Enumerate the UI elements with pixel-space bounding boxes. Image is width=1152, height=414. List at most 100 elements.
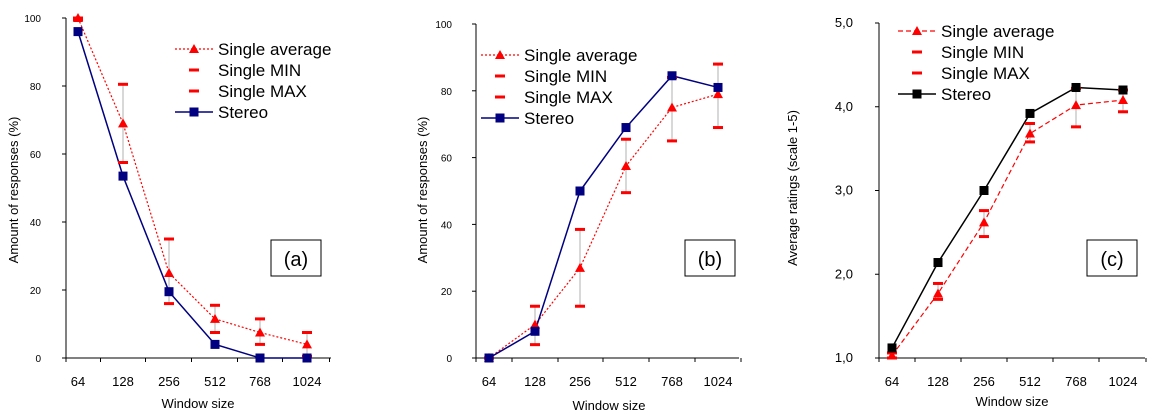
single-min-marker — [164, 302, 174, 306]
x-tick-label: 768 — [661, 374, 683, 389]
legend-swatch-marker — [189, 44, 199, 53]
legend-label: Single MIN — [218, 61, 301, 80]
series-line-single-average — [488, 93, 719, 359]
legend-swatch-marker — [495, 113, 505, 123]
y-tick-label: 40 — [30, 218, 42, 229]
legend-label: Single MAX — [524, 88, 613, 107]
x-tick-label: 256 — [158, 374, 180, 389]
series-line-stereo — [891, 86, 1124, 349]
stereo-marker — [933, 258, 943, 268]
y-tick-label: 80 — [441, 87, 453, 98]
x-axis-title: Window size — [162, 396, 235, 411]
x-tick-label: 64 — [885, 374, 899, 389]
y-tick-label: 2,0 — [835, 266, 853, 281]
y-axis-title: Amount of responses (%) — [415, 117, 430, 264]
stereo-marker — [575, 186, 585, 196]
stereo-marker — [164, 287, 174, 297]
y-tick-label: 20 — [30, 286, 42, 297]
y-tick-label: 60 — [441, 154, 453, 165]
legend-label: Stereo — [218, 103, 268, 122]
x-axis-title: Window size — [976, 394, 1049, 409]
single-max-marker — [210, 303, 220, 307]
single-max-marker — [255, 317, 265, 321]
single-average-marker — [73, 13, 83, 22]
single-max-marker — [118, 82, 128, 86]
single-average-marker — [1025, 128, 1035, 138]
legend-swatch-marker — [495, 50, 505, 59]
x-tick-label: 768 — [249, 374, 271, 389]
legend-label: Stereo — [941, 85, 991, 104]
stereo-marker — [713, 82, 723, 92]
legend: Single average Single MIN Single MAX Stereo — [481, 46, 637, 128]
y-tick-label: 4,0 — [835, 99, 853, 114]
x-tick-label: 768 — [1065, 374, 1087, 389]
legend-swatch-marker — [912, 50, 922, 54]
single-min-marker — [979, 235, 989, 239]
x-tick-label: 128 — [927, 374, 949, 389]
panel-label: (a) — [284, 249, 308, 271]
stereo-marker — [210, 339, 220, 349]
y-tick-label: 40 — [441, 220, 453, 231]
single-average-marker — [887, 350, 897, 360]
stereo-marker — [118, 171, 128, 181]
legend-label: Single average — [218, 40, 331, 59]
stereo-marker — [530, 326, 540, 336]
single-average-marker — [933, 288, 943, 298]
single-min-marker — [530, 343, 540, 347]
single-min-marker — [1118, 110, 1128, 114]
single-max-marker — [713, 62, 723, 66]
x-tick-label: 512 — [1019, 374, 1041, 389]
panel-label: (c) — [1100, 249, 1123, 271]
y-tick-label: 100 — [24, 14, 41, 25]
y-tick-label: 1,0 — [835, 350, 853, 365]
single-average-marker — [1118, 95, 1128, 105]
legend-label: Single average — [524, 46, 637, 65]
single-average-marker — [164, 268, 174, 277]
y-tick-label: 0 — [446, 354, 452, 365]
series-line-stereo — [488, 74, 719, 359]
stereo-marker — [621, 123, 631, 133]
chart-panel-a: 0 20 40 60 80 100 64 128 256 512 768 1024 Window siz… — [6, 13, 331, 411]
x-tick-label: 256 — [569, 374, 591, 389]
single-min-marker — [667, 139, 677, 143]
legend-swatch-marker — [912, 89, 922, 99]
y-tick-label: 0 — [35, 354, 41, 365]
single-min-marker — [713, 126, 723, 130]
single-min-marker — [255, 342, 265, 346]
single-min-marker — [118, 161, 128, 164]
x-tick-label: 512 — [204, 374, 226, 389]
stereo-marker — [887, 343, 897, 353]
legend-swatch-marker — [189, 89, 199, 93]
y-tick-label: 60 — [30, 150, 42, 161]
single-average-marker — [302, 339, 312, 349]
single-max-marker — [979, 209, 989, 213]
legend-swatch-marker — [912, 26, 922, 35]
chart-panel-b: 0 20 40 60 80 100 64 128 256 512 768 1024 Window siz… — [415, 20, 742, 413]
y-tick-label: 5,0 — [835, 15, 853, 30]
single-average-marker — [979, 217, 989, 227]
stereo-marker — [255, 353, 265, 363]
single-min-marker — [621, 191, 631, 195]
chart-panel-c: 1,0 2,0 3,0 4,0 5,0 64 128 256 512 768 1024 Window … — [785, 15, 1147, 409]
panel-label: (b) — [698, 249, 722, 271]
single-max-marker — [164, 237, 174, 241]
stereo-marker — [979, 186, 989, 195]
single-max-marker — [933, 281, 943, 285]
single-average-marker — [1071, 100, 1081, 110]
x-tick-label: 1024 — [704, 374, 733, 389]
y-tick-label: 3,0 — [835, 183, 853, 198]
x-tick-label: 64 — [482, 374, 496, 389]
legend-swatch-marker — [189, 68, 199, 72]
legend-label: Single average — [941, 22, 1054, 41]
single-average-marker — [255, 327, 265, 337]
x-tick-label: 64 — [71, 374, 85, 389]
legend-label: Stereo — [524, 109, 574, 128]
legend-label: Single MIN — [941, 43, 1024, 62]
single-min-marker — [210, 331, 220, 334]
single-max-marker — [302, 331, 312, 334]
legend-label: Single MAX — [941, 64, 1030, 83]
x-tick-label: 128 — [524, 374, 546, 389]
x-tick-label: 256 — [973, 374, 995, 389]
single-min-marker — [1025, 140, 1035, 144]
